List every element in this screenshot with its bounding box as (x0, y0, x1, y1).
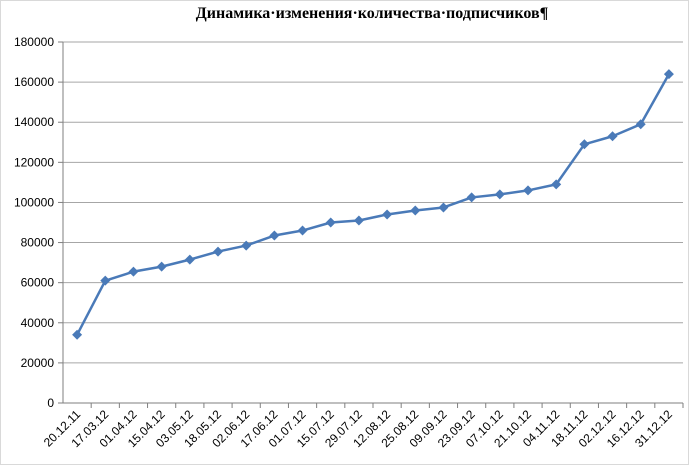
data-point (438, 202, 449, 213)
data-point (156, 261, 167, 272)
data-point (466, 192, 477, 203)
data-point (100, 275, 111, 286)
data-point (297, 225, 308, 236)
y-tick-label: 160000 (14, 75, 54, 89)
data-point (241, 240, 252, 251)
data-point (325, 217, 336, 228)
data-point (663, 69, 674, 80)
data-point (184, 254, 195, 265)
data-point (523, 185, 533, 196)
y-tick-label: 180000 (14, 35, 54, 49)
data-point (607, 131, 618, 142)
y-tick-label: 20000 (21, 356, 55, 370)
data-point (551, 179, 562, 190)
y-tick-label: 80000 (21, 236, 55, 250)
y-tick-label: 0 (47, 396, 54, 410)
chart-title: Динамика·изменения·количества·подписчико… (196, 5, 549, 22)
data-point (269, 230, 280, 241)
data-point (410, 205, 421, 216)
y-tick-label: 140000 (14, 115, 54, 129)
data-point (128, 266, 139, 277)
y-tick-label: 100000 (14, 195, 54, 209)
data-point (579, 139, 590, 150)
data-point (353, 215, 364, 226)
y-tick-label: 40000 (21, 316, 55, 330)
y-tick-label: 60000 (21, 276, 55, 290)
data-point (72, 329, 83, 340)
data-point (635, 119, 646, 130)
data-point (382, 209, 393, 220)
data-point (213, 246, 223, 257)
data-line (75, 73, 670, 336)
y-tick-label: 120000 (14, 155, 54, 169)
data-point (494, 189, 505, 200)
